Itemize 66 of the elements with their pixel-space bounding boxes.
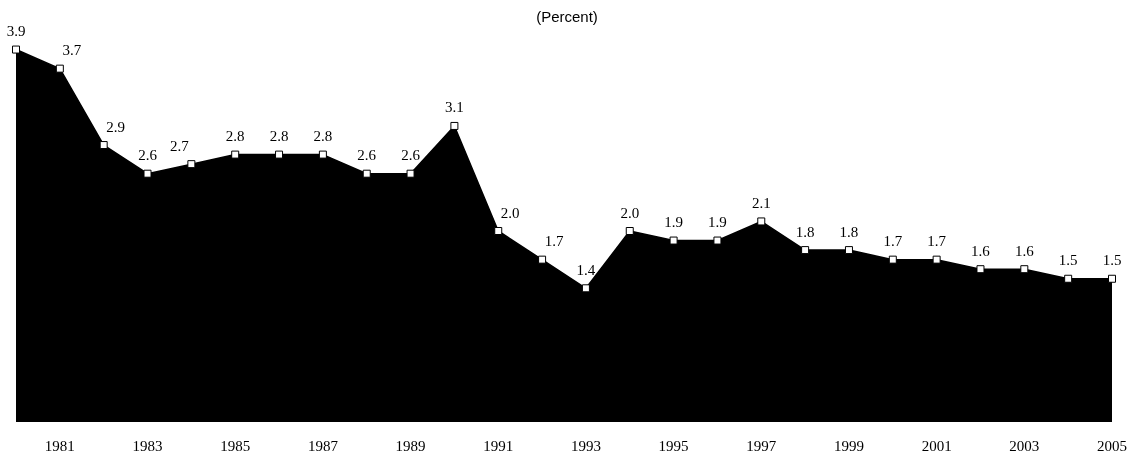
point [713,236,722,245]
data-label: 2.6 [401,147,421,164]
x-tick-label: 1991 [483,437,514,454]
x-tick-label: 1985 [220,437,251,454]
point [625,227,634,235]
point [844,246,853,255]
point [538,255,547,264]
point [581,284,590,293]
data-label: 1.4 [576,261,596,278]
data-label: 1.8 [839,223,859,240]
point [757,217,766,226]
point [976,265,985,274]
point [1064,274,1073,283]
point [932,255,941,264]
point [12,45,20,54]
x-tick-label: 1987 [307,437,339,454]
x-tick-label: 1995 [658,437,689,454]
x-tick-label: 2001 [921,437,952,454]
chart-title: (Percent) [536,8,598,25]
data-label: 2.6 [357,147,377,164]
data-label: 2.8 [225,128,245,145]
data-label: 2.6 [138,147,158,164]
data-label: 1.7 [927,233,947,250]
data-label: 2.8 [269,128,289,145]
data-label: 2.7 [169,137,190,154]
data-label: 1.7 [544,233,564,250]
x-tick-label: 1983 [132,437,163,454]
point [231,150,240,159]
data-label: 3.7 [62,42,82,59]
data-label: 3.1 [445,99,464,116]
x-tick-label: 1999 [833,437,864,454]
data-label: 3.9 [6,23,26,40]
data-label: 1.9 [664,214,683,231]
data-label: 2.1 [751,194,771,211]
x-tick-label: 1989 [395,437,426,454]
data-label: 1.5 [1058,252,1078,269]
data-label: 2.9 [106,118,126,135]
point [669,236,678,245]
data-label: 2.0 [500,204,520,221]
data-label: 2.8 [313,128,333,145]
x-tick-label: 1981 [44,437,75,454]
point [1108,274,1116,283]
x-tick-label: 2003 [1009,437,1040,454]
data-label: 2.0 [620,204,640,221]
point [450,121,459,130]
point [362,169,371,178]
data-label: 1.5 [1102,252,1122,269]
point [888,255,897,264]
data-label: 1.7 [883,233,903,250]
point [275,150,284,159]
x-tick-label: 1993 [570,437,601,454]
x-tick-label: 2005 [1097,437,1127,454]
point [406,169,415,178]
point [99,141,108,150]
point [318,150,327,159]
point [494,227,503,235]
data-label: 1.6 [1014,242,1035,259]
point [143,169,152,178]
point [187,160,196,169]
data-label: 1.8 [795,223,815,240]
point [55,64,64,73]
data-label: 1.6 [971,242,991,259]
point [1020,265,1029,274]
data-label: 1.9 [708,214,727,231]
point [801,246,810,255]
x-tick-label: 1997 [746,437,777,454]
